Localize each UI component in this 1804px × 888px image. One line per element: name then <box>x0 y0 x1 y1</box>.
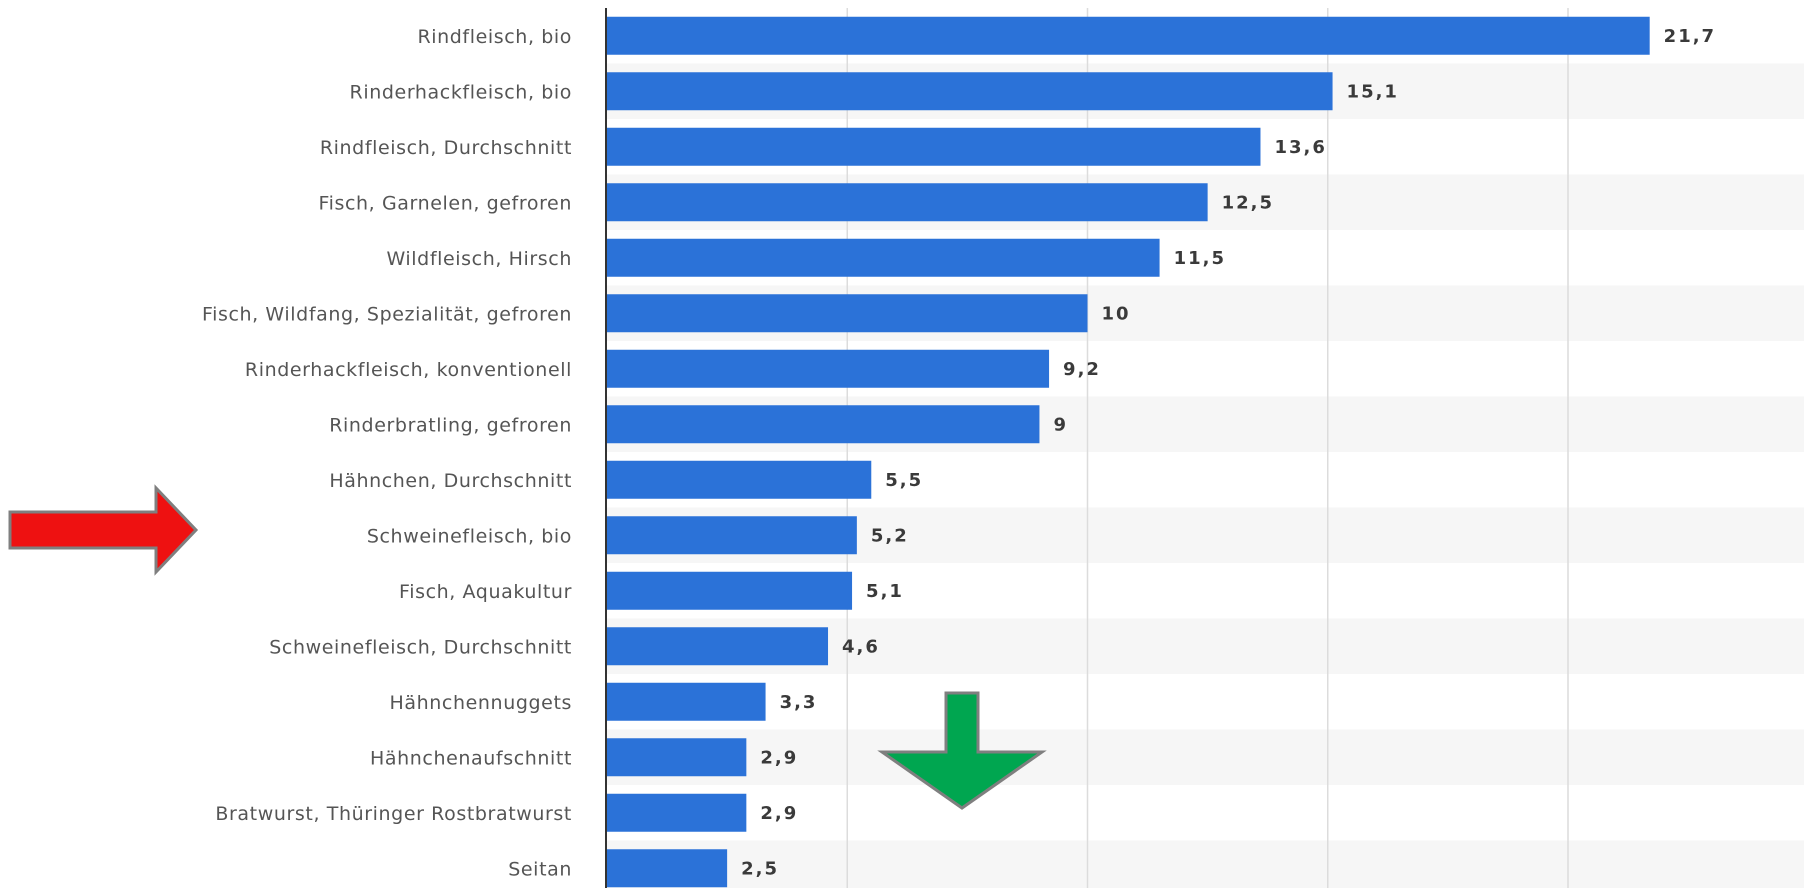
red-arrow-icon <box>8 484 199 576</box>
bar <box>607 294 1088 333</box>
bar <box>607 849 728 888</box>
value-label: 9 <box>1053 414 1068 435</box>
bar <box>607 460 872 499</box>
bar <box>607 16 1650 55</box>
value-label: 13,6 <box>1274 137 1326 158</box>
bar <box>607 127 1261 166</box>
value-label: 5,2 <box>871 525 909 546</box>
category-label: Rinderbratling, gefroren <box>329 414 572 436</box>
value-label: 21,7 <box>1664 26 1716 47</box>
bar <box>607 571 853 610</box>
value-label: 15,1 <box>1347 81 1399 102</box>
bar <box>607 793 747 832</box>
row-band <box>607 729 1804 785</box>
category-label: Schweinefleisch, Durchschnitt <box>269 636 572 658</box>
value-label: 2,9 <box>760 803 798 824</box>
value-label: 3,3 <box>780 692 818 713</box>
category-label: Hähnchenaufschnitt <box>370 747 572 769</box>
value-label: 11,5 <box>1174 248 1226 269</box>
value-label: 5,1 <box>866 581 904 602</box>
bar <box>607 738 747 777</box>
value-label: 5,5 <box>885 470 923 491</box>
category-label: Bratwurst, Thüringer Rostbratwurst <box>215 803 572 825</box>
value-label: 2,5 <box>741 858 779 879</box>
category-label: Fisch, Aquakultur <box>399 581 572 603</box>
value-label: 12,5 <box>1222 192 1274 213</box>
bar <box>607 183 1208 222</box>
row-band <box>607 840 1804 888</box>
value-label: 9,2 <box>1063 359 1101 380</box>
category-label: Fisch, Garnelen, gefroren <box>318 192 572 214</box>
bar <box>607 72 1333 111</box>
value-label: 10 <box>1102 303 1131 324</box>
bar <box>607 516 857 555</box>
bars <box>607 16 1650 888</box>
bar <box>607 682 766 721</box>
category-label: Hähnchennuggets <box>390 692 572 714</box>
category-label: Rinderhackfleisch, konventionell <box>245 359 572 381</box>
category-label: Seitan <box>508 858 572 880</box>
bar <box>607 238 1160 277</box>
category-label: Wildfleisch, Hirsch <box>386 248 572 270</box>
category-labels: Rindfleisch, bio Rinderhackfleisch, bio Ri… <box>202 26 572 881</box>
bar <box>607 405 1040 444</box>
category-label: Rindfleisch, bio <box>417 26 572 48</box>
category-label: Schweinefleisch, bio <box>367 525 572 547</box>
category-label: Fisch, Wildfang, Spezialität, gefroren <box>202 303 572 325</box>
category-label: Rinderhackfleisch, bio <box>350 81 572 103</box>
category-label: Rindfleisch, Durchschnitt <box>320 137 572 159</box>
value-label: 4,6 <box>842 636 880 657</box>
bar <box>607 349 1050 388</box>
bar <box>607 627 829 666</box>
value-labels: 21,7 15,1 13,6 12,5 11,5 10 9,2 9 5,5 5,2 5,1 4,6 3,… <box>741 26 1716 880</box>
green-arrow-icon <box>877 691 1047 810</box>
category-label: Hähnchen, Durchschnitt <box>329 470 572 492</box>
value-label: 2,9 <box>760 747 798 768</box>
